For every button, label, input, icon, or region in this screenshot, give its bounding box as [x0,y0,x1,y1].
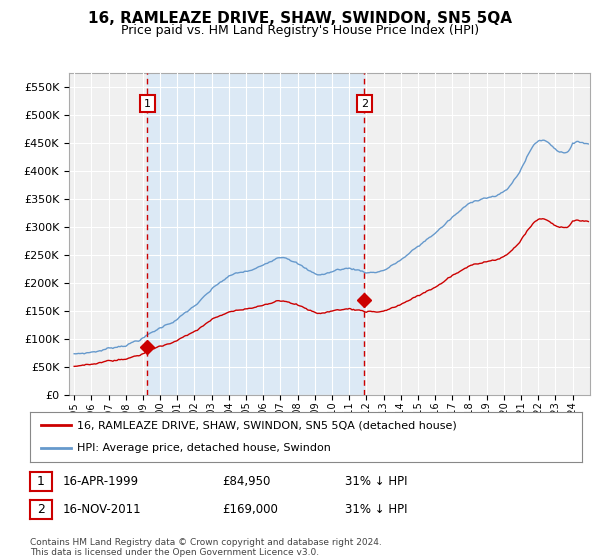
Text: £84,950: £84,950 [222,474,271,488]
Text: 2: 2 [361,99,368,109]
Text: Price paid vs. HM Land Registry's House Price Index (HPI): Price paid vs. HM Land Registry's House … [121,24,479,36]
Text: 31% ↓ HPI: 31% ↓ HPI [345,474,407,488]
Text: 31% ↓ HPI: 31% ↓ HPI [345,503,407,516]
Text: 16-NOV-2011: 16-NOV-2011 [63,503,142,516]
Text: 1: 1 [37,474,45,488]
Text: 16, RAMLEAZE DRIVE, SHAW, SWINDON, SN5 5QA (detached house): 16, RAMLEAZE DRIVE, SHAW, SWINDON, SN5 5… [77,420,457,430]
Text: Contains HM Land Registry data © Crown copyright and database right 2024.
This d: Contains HM Land Registry data © Crown c… [30,538,382,557]
Text: 2: 2 [37,503,45,516]
Text: £169,000: £169,000 [222,503,278,516]
Text: HPI: Average price, detached house, Swindon: HPI: Average price, detached house, Swin… [77,444,331,454]
Text: 16-APR-1999: 16-APR-1999 [63,474,139,488]
Bar [147,73,364,395]
Text: 16, RAMLEAZE DRIVE, SHAW, SWINDON, SN5 5QA: 16, RAMLEAZE DRIVE, SHAW, SWINDON, SN5 5… [88,11,512,26]
Text: 1: 1 [144,99,151,109]
